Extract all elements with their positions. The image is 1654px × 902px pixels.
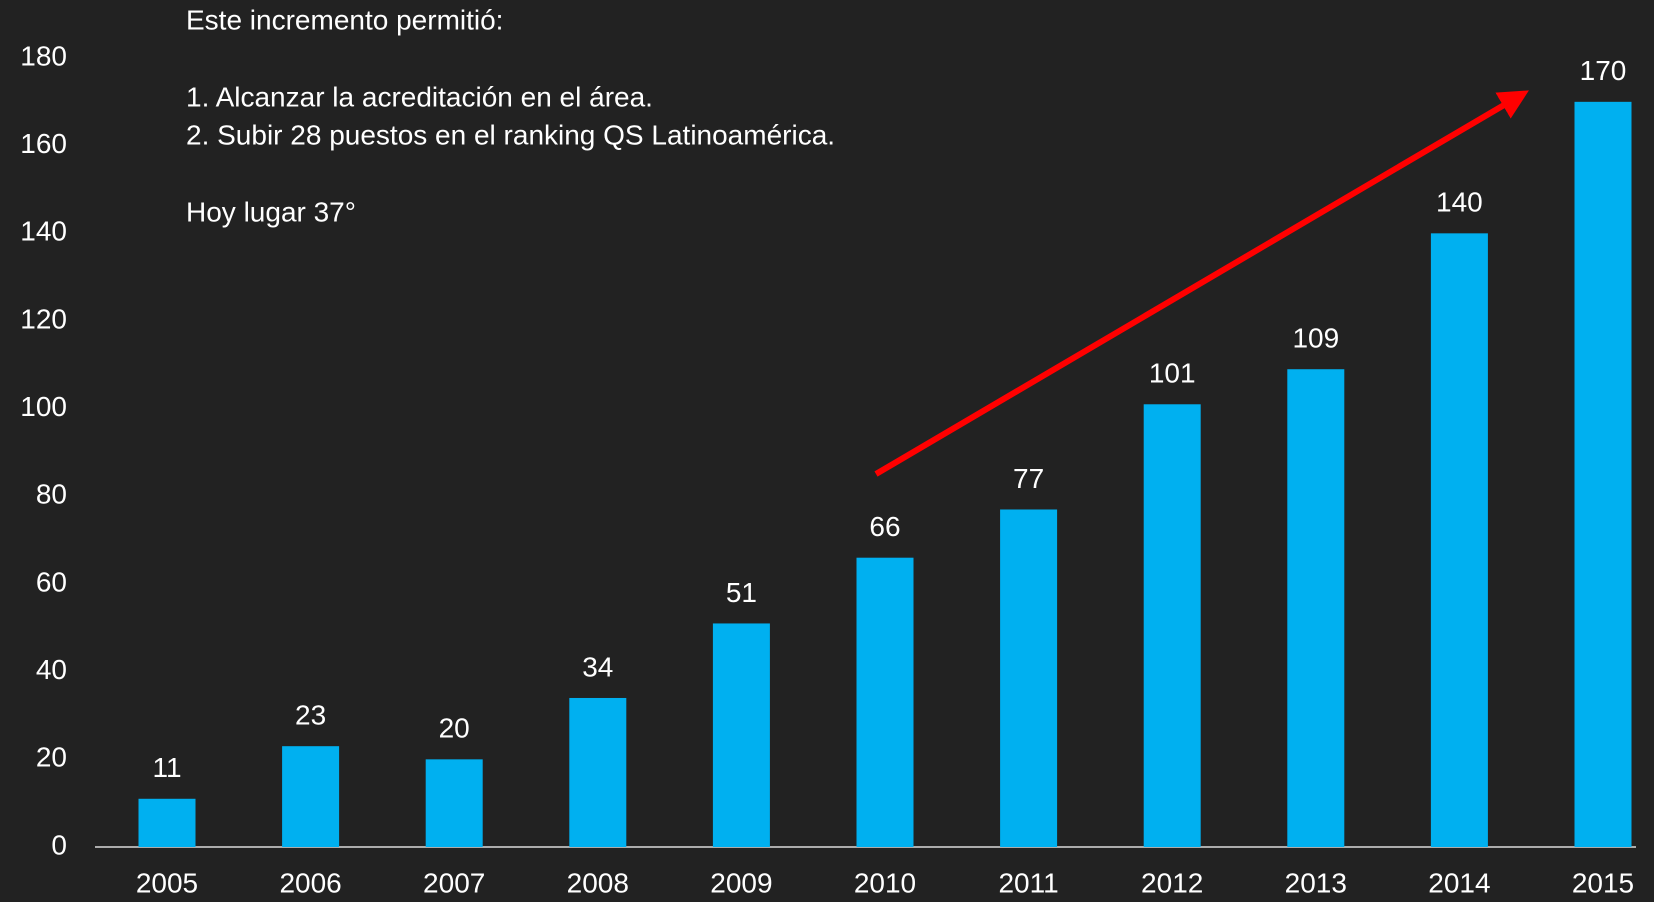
y-tick-label: 80 (36, 479, 67, 510)
value-label: 20 (439, 713, 470, 744)
y-tick-label: 40 (36, 654, 67, 685)
x-tick-label: 2010 (854, 867, 916, 898)
bar (712, 623, 770, 847)
x-tick-label: 2014 (1428, 867, 1490, 898)
y-tick-label: 100 (20, 391, 67, 422)
bar (1287, 369, 1345, 847)
bar (138, 798, 196, 847)
x-tick-label: 2006 (279, 867, 341, 898)
bar (569, 697, 627, 847)
value-label: 101 (1149, 358, 1196, 389)
y-tick-label: 180 (20, 40, 67, 71)
bar (856, 557, 914, 847)
x-tick-label: 2008 (567, 867, 629, 898)
annotation: Este incremento permitió: (186, 4, 503, 35)
y-tick-label: 140 (20, 216, 67, 247)
annotation: 1. Alcanzar la acreditación en el área. (186, 81, 653, 112)
y-tick-label: 60 (36, 566, 67, 597)
x-tick-label: 2007 (423, 867, 485, 898)
x-tick-label: 2011 (998, 867, 1058, 898)
value-label: 23 (295, 700, 326, 731)
value-label: 77 (1013, 463, 1044, 494)
annotation: 2. Subir 28 puestos en el ranking QS Lat… (186, 119, 835, 150)
x-tick-label: 2005 (136, 867, 198, 898)
x-tick-label: 2012 (1141, 867, 1203, 898)
y-tick-label: 120 (20, 303, 67, 334)
value-label: 51 (726, 577, 757, 608)
trend-arrow (874, 90, 1529, 477)
y-tick-label: 160 (20, 128, 67, 159)
x-tick-label: 2009 (710, 867, 772, 898)
value-label: 170 (1580, 55, 1627, 86)
value-label: 109 (1292, 323, 1339, 354)
value-label: 140 (1436, 187, 1483, 218)
value-label: 66 (869, 511, 900, 542)
y-tick-label: 20 (36, 742, 67, 773)
value-label: 34 (582, 651, 613, 682)
y-tick-label: 0 (51, 829, 67, 860)
bar (1000, 509, 1058, 847)
bar (425, 759, 483, 847)
x-tick-label: 2015 (1572, 867, 1634, 898)
x-tick-label: 2013 (1285, 867, 1347, 898)
bar (282, 746, 340, 847)
bar (1143, 404, 1201, 847)
bar (1574, 101, 1632, 848)
bar (1430, 233, 1488, 848)
value-label: 11 (152, 752, 181, 783)
annotation: Hoy lugar 37° (186, 196, 356, 227)
